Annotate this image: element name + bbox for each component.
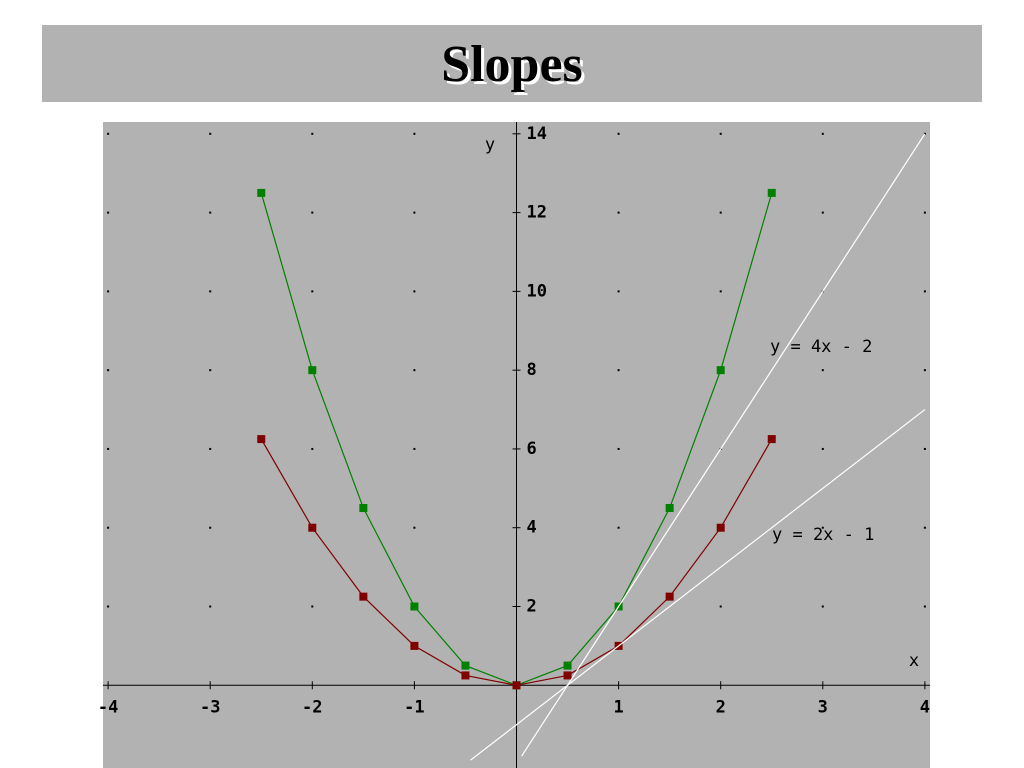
grid-dot — [413, 211, 416, 214]
line-label: y = 4x - 2 — [770, 337, 872, 357]
grid-dot — [413, 447, 416, 450]
marker — [512, 681, 521, 690]
marker — [563, 661, 572, 670]
grid-dot — [209, 290, 212, 293]
grid-dot — [311, 132, 314, 135]
grid-dot — [413, 132, 416, 135]
marker — [410, 641, 419, 650]
marker — [716, 523, 725, 532]
grid-dot — [209, 211, 212, 214]
y-tick-label: 10 — [527, 281, 547, 301]
marker — [461, 671, 470, 680]
grid-dot — [821, 526, 824, 529]
grid-dot — [617, 290, 620, 293]
grid-dot — [107, 605, 110, 608]
grid-dot — [107, 447, 110, 450]
x-tick-label: 1 — [613, 697, 623, 717]
grid-dot — [311, 290, 314, 293]
grid-dot — [617, 211, 620, 214]
grid-dot — [923, 605, 926, 608]
grid-dot — [107, 369, 110, 372]
marker — [359, 592, 368, 601]
x-tick-label: -1 — [404, 697, 424, 717]
grid-dot — [107, 132, 110, 135]
grid-dot — [107, 526, 110, 529]
marker — [257, 188, 266, 197]
marker — [563, 671, 572, 680]
grid-dot — [617, 369, 620, 372]
marker — [410, 602, 419, 611]
grid-dot — [107, 290, 110, 293]
grid-dot — [107, 211, 110, 214]
series-line — [470, 409, 926, 761]
y-tick-label: 14 — [527, 124, 547, 144]
marker — [308, 523, 317, 532]
y-tick-label: 2 — [527, 597, 537, 617]
grid-dot — [821, 447, 824, 450]
marker — [767, 188, 776, 197]
y-tick-label: 4 — [527, 518, 537, 538]
grid-dot — [617, 447, 620, 450]
x-tick-label: 3 — [818, 697, 828, 717]
marker — [767, 435, 776, 444]
x-tick-label: 4 — [920, 697, 930, 717]
grid-dot — [311, 605, 314, 608]
grid-dot — [617, 526, 620, 529]
y-tick-label: 12 — [527, 203, 547, 223]
grid-dot — [617, 132, 620, 135]
grid-dot — [209, 132, 212, 135]
grid-dot — [209, 605, 212, 608]
y-axis-label: y — [485, 135, 495, 155]
grid-dot — [821, 132, 824, 135]
grid-dot — [413, 369, 416, 372]
series-line — [521, 133, 926, 757]
grid-dot — [413, 526, 416, 529]
grid-dot — [413, 290, 416, 293]
marker — [359, 504, 368, 513]
marker — [257, 435, 266, 444]
grid-dot — [719, 605, 722, 608]
grid-dot — [821, 211, 824, 214]
title-banner: Slopes — [42, 25, 982, 102]
x-axis-label: x — [909, 651, 919, 671]
grid-dot — [923, 211, 926, 214]
marker — [308, 366, 317, 375]
grid-dot — [719, 132, 722, 135]
grid-dot — [311, 211, 314, 214]
grid-dot — [923, 290, 926, 293]
y-tick-label: 6 — [527, 439, 537, 459]
grid-dot — [209, 447, 212, 450]
grid-dot — [311, 447, 314, 450]
grid-dot — [821, 605, 824, 608]
marker — [461, 661, 470, 670]
x-tick-label: -2 — [302, 697, 322, 717]
marker — [716, 366, 725, 375]
line-label: y = 2x - 1 — [772, 525, 874, 545]
grid-dot — [923, 447, 926, 450]
grid-dot — [209, 369, 212, 372]
marker — [665, 504, 674, 513]
title: Slopes — [441, 36, 583, 93]
grid-dot — [719, 290, 722, 293]
x-tick-label: -3 — [200, 697, 220, 717]
marker — [665, 592, 674, 601]
grid-dot — [923, 369, 926, 372]
grid-dot — [821, 369, 824, 372]
x-tick-label: 2 — [716, 697, 726, 717]
y-tick-label: 8 — [527, 360, 537, 380]
grid-dot — [719, 211, 722, 214]
grid-dot — [923, 526, 926, 529]
x-tick-label: -4 — [98, 697, 118, 717]
grid-dot — [209, 526, 212, 529]
